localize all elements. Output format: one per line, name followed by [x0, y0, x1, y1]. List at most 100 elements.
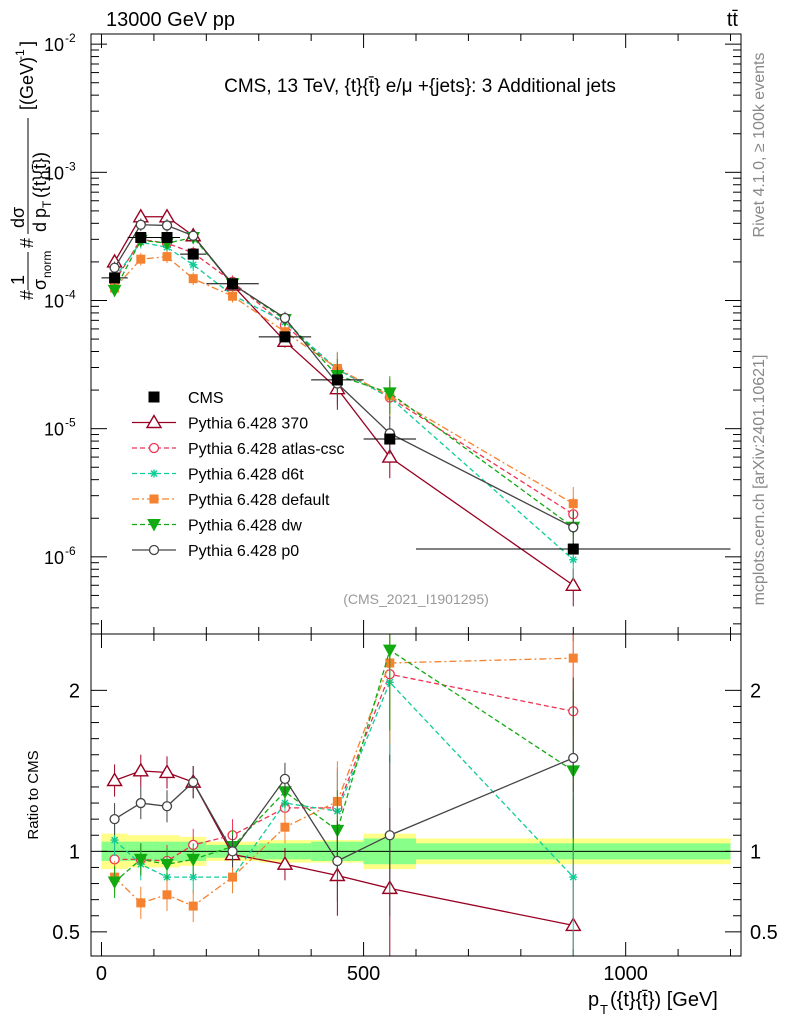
- legend-marker-p0: [148, 544, 160, 556]
- series-line-dw: [114, 236, 574, 528]
- data-point: [567, 543, 579, 555]
- point-dw: [107, 284, 122, 298]
- ylabel-one: 1: [8, 275, 28, 285]
- point-370: [381, 448, 399, 463]
- point-370: [565, 576, 582, 591]
- ratio-axes: 0.5 0.5 1 1 2 2 0 500 1000: [52, 634, 778, 985]
- ratio-point-p0: [384, 830, 395, 841]
- point-p0: [135, 219, 146, 230]
- ratio-point-dw: [107, 876, 122, 889]
- point-default: [188, 274, 198, 284]
- ratio-point-370: [276, 855, 294, 870]
- x-axis-label: p T ({t}{t̄}) [GeV]: [588, 989, 718, 1017]
- chart-title: CMS, 13 TeV, {t}{t̄} e/μ +{jets}: 3 Addi…: [224, 76, 616, 97]
- point-p0: [109, 262, 120, 273]
- point-p0: [568, 522, 579, 533]
- series-line-default: [114, 255, 574, 505]
- main-panel: 10-610-510-410-310-2 CMS, 13 TeV, {t}{t̄…: [44, 31, 742, 635]
- ratio-point-d6t: [189, 873, 198, 882]
- ratio-point-dw: [160, 858, 174, 872]
- y-axis-label: # 1 σ norm # dσ d p T ({t}{t̄}) [(GeV) -…: [8, 41, 54, 300]
- data-point: [187, 248, 199, 260]
- ratio-point-370: [132, 762, 150, 777]
- ratio-y-tick-label-right: 0.5: [750, 922, 778, 944]
- x-tick-label: 0: [96, 963, 107, 985]
- header-left: 13000 GeV pp: [106, 9, 235, 31]
- legend-marker-d6t: [150, 469, 158, 478]
- ratio-y-tick-label: 1: [69, 841, 80, 863]
- ylabel-hash2: #: [17, 238, 37, 248]
- legend-label-dw: Pythia 6.428 dw: [188, 518, 302, 535]
- ratio-point-p0: [135, 797, 146, 809]
- ratio-y-label: Ratio to CMS: [25, 750, 42, 839]
- y-tick-base: 10: [44, 548, 64, 568]
- point-default: [136, 254, 146, 264]
- legend-marker-dw: [147, 519, 161, 532]
- ylabel-p: p: [30, 208, 50, 218]
- legend-marker-370: [145, 414, 163, 429]
- data-point: [279, 331, 291, 343]
- legend-label-CMS: CMS: [188, 390, 224, 407]
- point-dw: [382, 387, 397, 400]
- ylabel-sigma: σ: [30, 279, 50, 290]
- ratio-y-tick-label-right: 1: [750, 841, 761, 863]
- ratio-point-default: [188, 901, 198, 911]
- data-point: [135, 232, 147, 244]
- ratio-point-dw: [133, 853, 148, 867]
- y-tick-label: 10 -4: [44, 287, 76, 311]
- point-default: [228, 291, 238, 301]
- ratio-point-p0: [227, 846, 238, 857]
- ratio-point-default: [280, 822, 290, 832]
- ylabel-hash1: #: [17, 290, 37, 300]
- legend-label-default: Pythia 6.428 default: [188, 492, 330, 509]
- ratio-line-atlas-csc: [114, 673, 574, 862]
- ratio-point-p0: [161, 801, 173, 812]
- y-tick-label: 10 -5: [44, 416, 76, 440]
- ratio-point-default: [136, 898, 146, 908]
- legend-label-370: Pythia 6.428 370: [188, 416, 308, 433]
- y-tick-label: 10 -2: [44, 31, 76, 55]
- ylabel-dsigma: dσ: [8, 207, 28, 228]
- ylabel-norm: norm: [40, 251, 54, 278]
- legend-label-atlas-csc: Pythia 6.428 atlas-csc: [188, 441, 345, 458]
- x-tick-label: 1000: [603, 963, 648, 985]
- legend-marker-default: [149, 494, 159, 504]
- y-tick-exp: -6: [65, 544, 76, 558]
- y-tick-exp: -4: [65, 287, 76, 301]
- data-point: [384, 433, 396, 445]
- rivet-label: Rivet 4.1.0, ≥ 100k events: [751, 53, 768, 238]
- ratio-line-default: [114, 657, 574, 907]
- ratio-panel: 0.5 0.5 1 1 2 2 0 500 1000: [52, 633, 778, 985]
- header-right: tt̄: [727, 9, 739, 31]
- ylabel-units: [(GeV): [17, 57, 37, 110]
- point-default: [568, 499, 578, 509]
- ratio-y-tick-label: 2: [69, 680, 80, 702]
- ratio-point-p0: [109, 814, 120, 825]
- legend-label-p0: Pythia 6.428 p0: [188, 543, 299, 560]
- ratio-point-default: [162, 890, 172, 900]
- legend-marker-CMS: [148, 391, 160, 403]
- data-point: [227, 278, 239, 290]
- legend-label-d6t: Pythia 6.428 d6t: [188, 467, 304, 484]
- ylabel-close: ]: [17, 41, 37, 46]
- ylabel-d: d: [30, 222, 50, 232]
- series-line-370: [114, 216, 574, 586]
- ratio-point-370: [106, 772, 123, 787]
- y-tick-exp: -3: [65, 159, 76, 173]
- point-p0: [161, 220, 173, 231]
- ylabel-T: T: [40, 200, 54, 208]
- point-p0: [279, 312, 291, 324]
- ratio-bands: [101, 833, 731, 870]
- ratio-point-default: [228, 872, 238, 882]
- ratio-point-p0: [568, 752, 579, 764]
- ratio-point-370: [158, 764, 176, 779]
- point-default: [162, 252, 172, 262]
- point-d6t: [189, 260, 198, 269]
- ylabel-arg: ({t}{t̄}): [30, 152, 50, 198]
- ratio-point-d6t: [110, 836, 119, 845]
- ratio-point-dw: [186, 853, 201, 867]
- ylabel-exp: -1: [13, 49, 27, 60]
- data-point: [331, 374, 343, 386]
- y-tick-base: 10: [44, 291, 64, 311]
